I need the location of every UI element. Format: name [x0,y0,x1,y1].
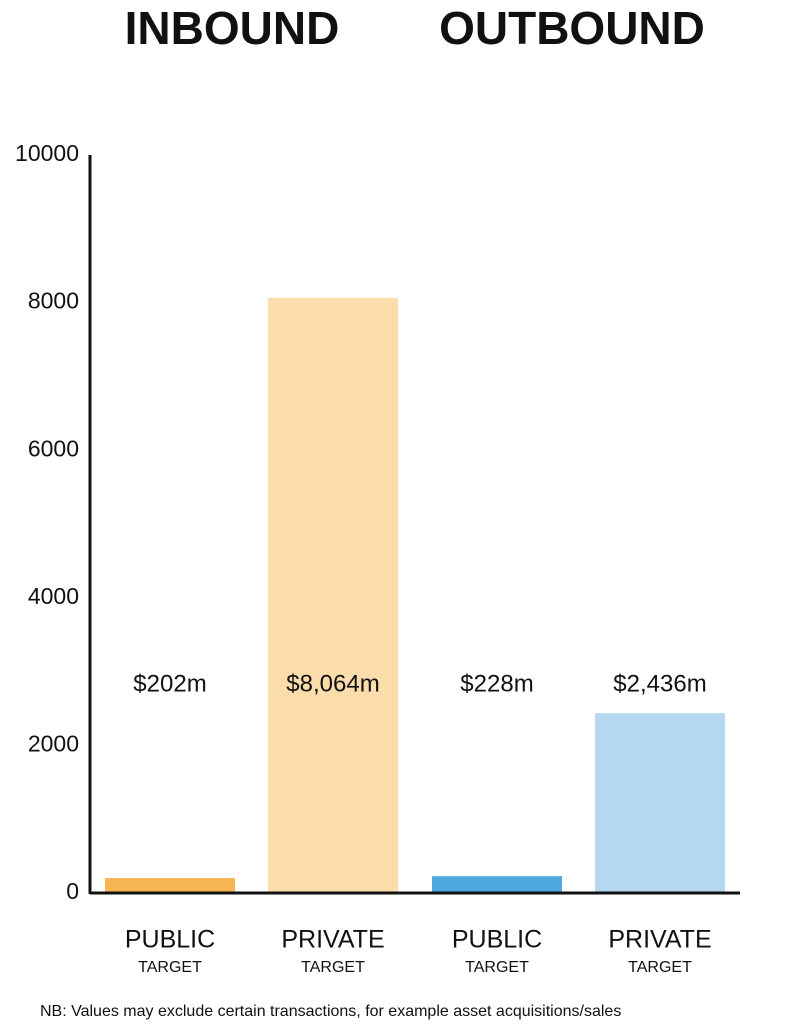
group-title: INBOUND [125,2,340,54]
value-label: $228m [460,670,533,697]
x-tick-label: PUBLIC [452,926,542,954]
x-tick-sublabel: TARGET [628,959,692,976]
footnote: NB: Values may exclude certain transacti… [40,1003,621,1020]
y-tick-label: 8000 [28,288,79,314]
value-label: $2,436m [613,670,706,697]
bar [432,876,562,893]
bar [105,878,235,893]
x-tick-sublabel: TARGET [301,959,365,976]
y-tick-label: 4000 [28,583,79,609]
x-tick-sublabel: TARGET [138,959,202,976]
y-tick-label: 0 [66,878,79,904]
x-tick-label: PRIVATE [608,926,711,954]
x-tick-label: PRIVATE [281,926,384,954]
bar [268,297,398,893]
group-title: OUTBOUND [439,2,705,54]
x-tick-sublabel: TARGET [465,959,529,976]
x-tick-label: PUBLIC [125,926,215,954]
value-label: $8,064m [286,670,379,697]
y-tick-label: 6000 [28,435,79,461]
value-label: $202m [133,670,206,697]
y-tick-label: 2000 [28,730,79,756]
bar [595,713,725,893]
y-tick-label: 10000 [15,140,79,166]
